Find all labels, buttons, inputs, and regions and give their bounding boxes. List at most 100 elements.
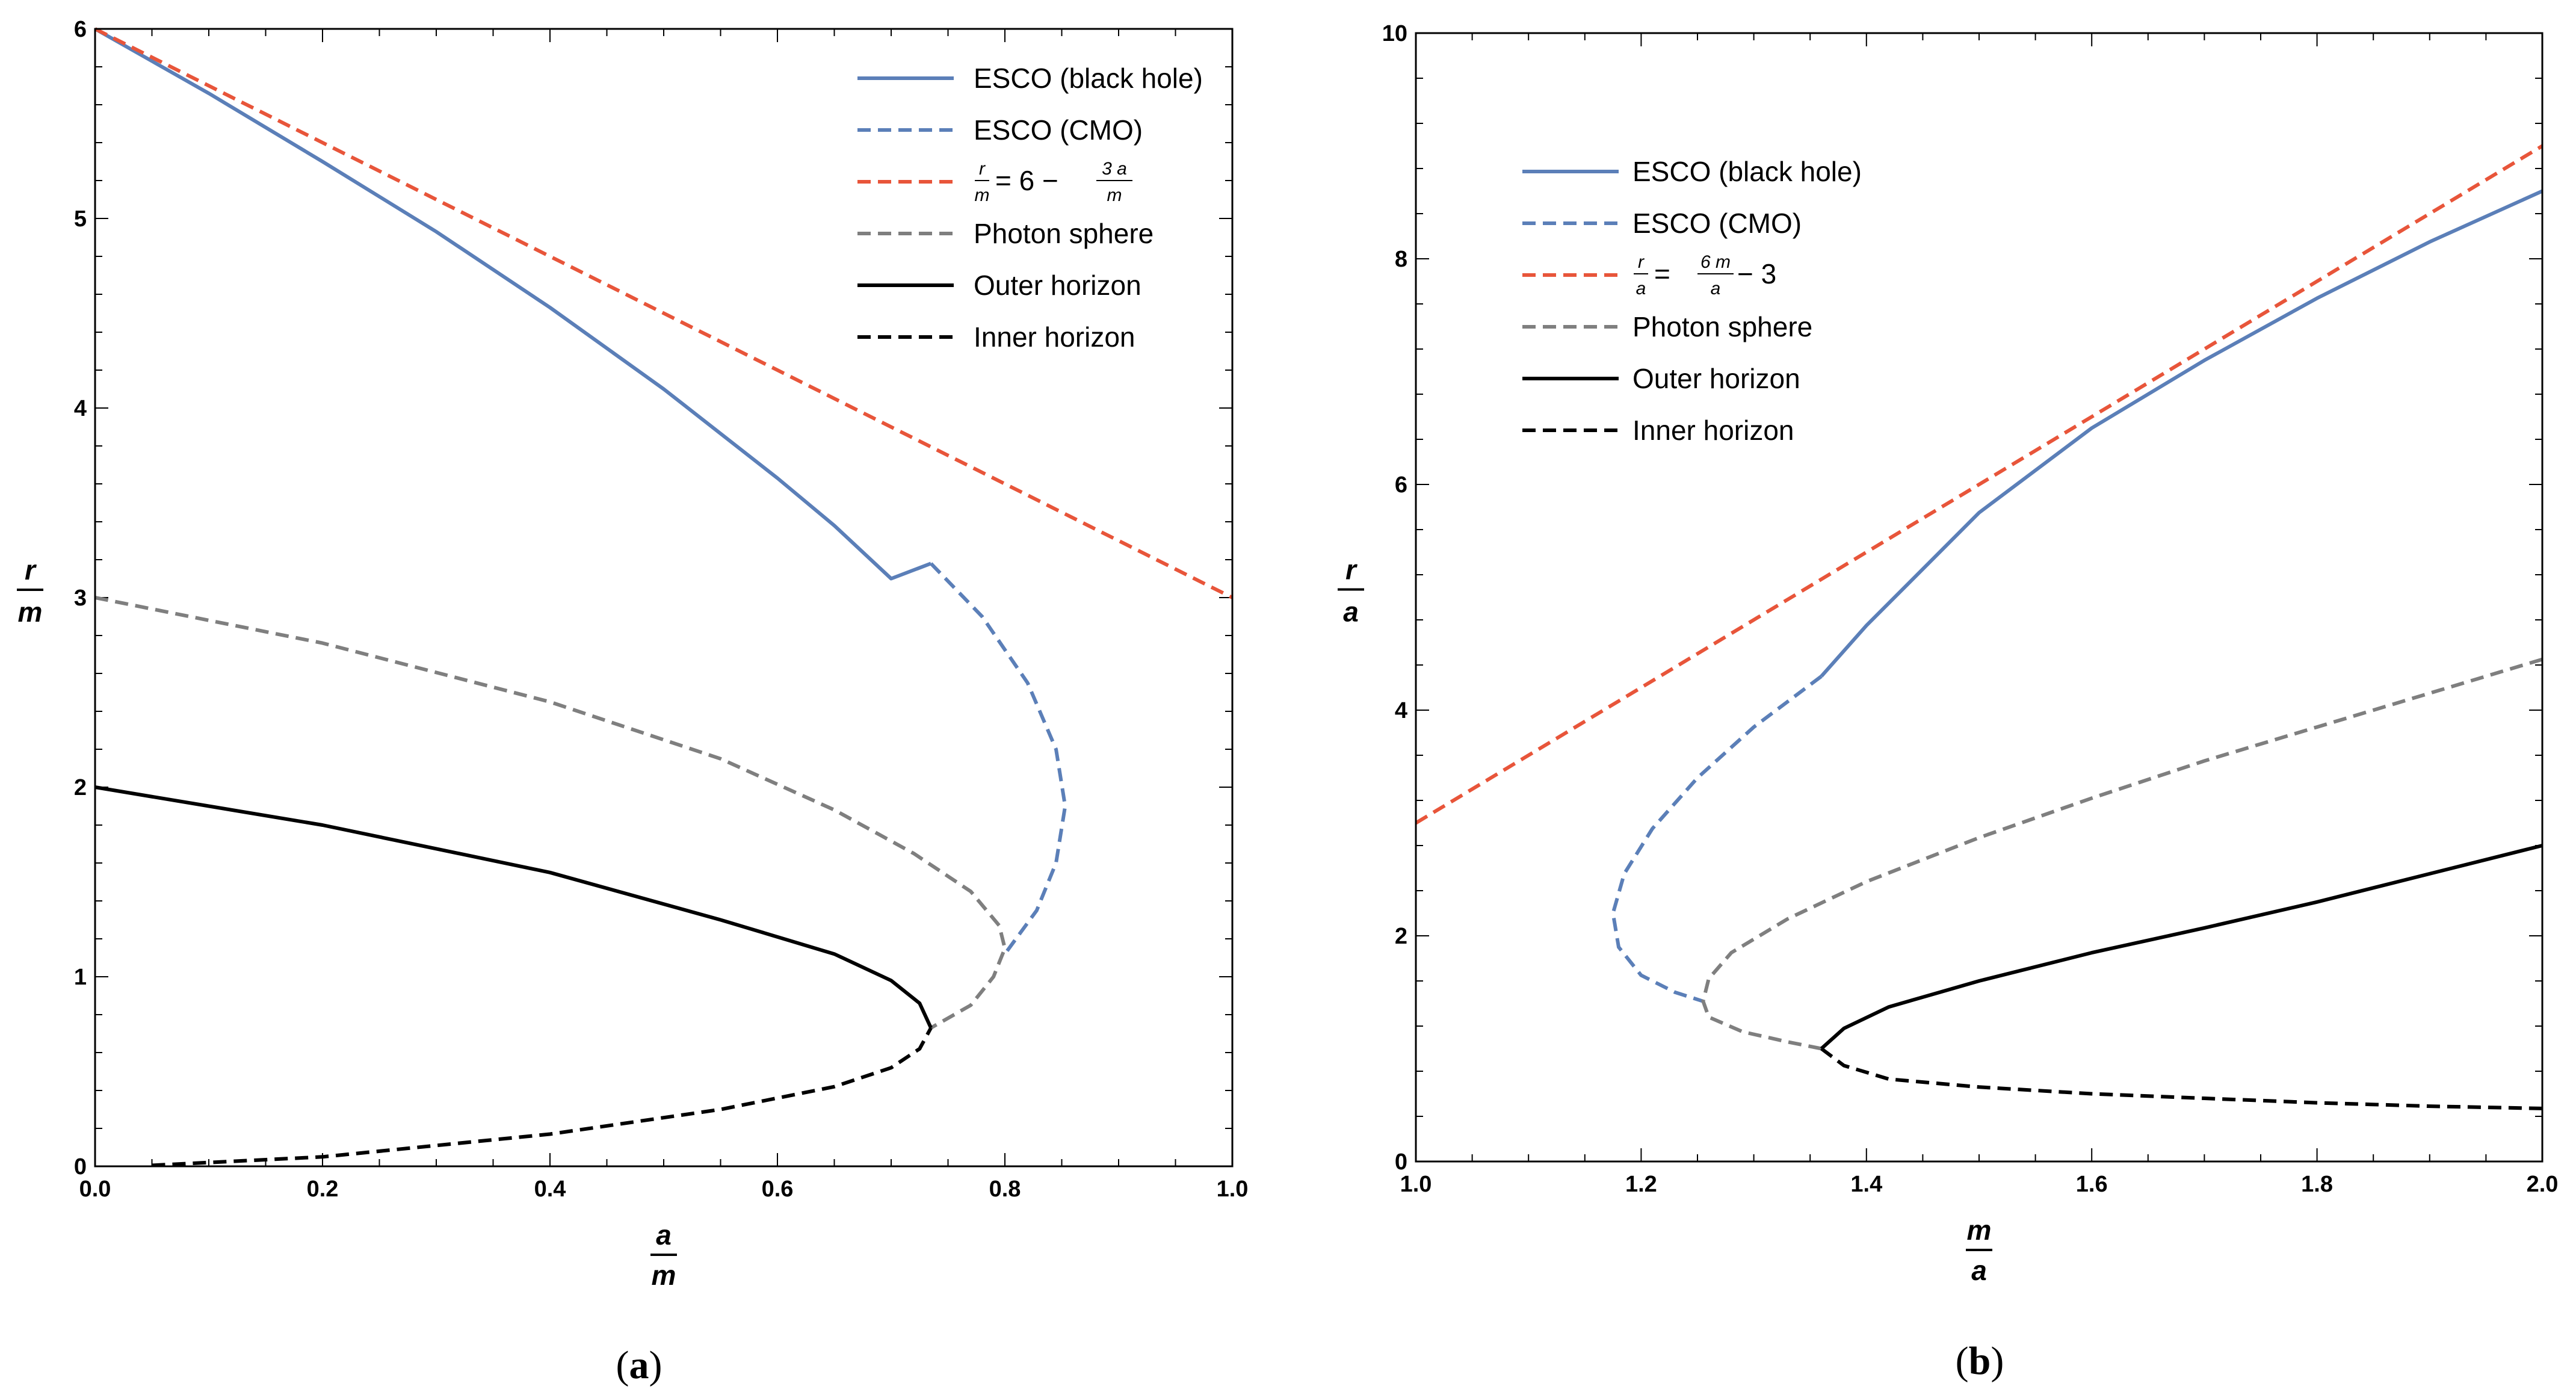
series-line-esco-cmo bbox=[929, 562, 1067, 955]
tick-marks bbox=[94, 28, 1233, 1167]
legend-entry: Inner horizon bbox=[857, 321, 1135, 353]
y-axis-label-numerator: r bbox=[1345, 554, 1357, 586]
y-tick-label: 0 bbox=[74, 1154, 87, 1180]
series-group bbox=[94, 27, 1234, 1168]
legend-label: ESCO (black hole) bbox=[1632, 156, 1862, 187]
y-tick-label: 3 bbox=[74, 586, 87, 611]
legend-label: Inner horizon bbox=[974, 321, 1135, 353]
legend-entry: ra = 6 ma − 3 bbox=[1522, 252, 1776, 298]
x-axis-label: am bbox=[650, 1219, 677, 1291]
legend-entry: ESCO (black hole) bbox=[857, 63, 1203, 94]
legend-label: Photon sphere bbox=[1632, 311, 1812, 342]
series-line-esco-cmo bbox=[1611, 675, 1823, 1003]
formula-middle: = 6 − bbox=[995, 165, 1058, 196]
legend-formula: rm = 6 − 3 am bbox=[975, 159, 1132, 205]
caption-open-paren: ( bbox=[616, 1343, 629, 1387]
legend-label: Inner horizon bbox=[1632, 415, 1794, 446]
y-axis-label: ra bbox=[1338, 554, 1364, 628]
legend-label: Outer horizon bbox=[1632, 363, 1800, 394]
x-tick-label: 0.6 bbox=[762, 1177, 794, 1202]
x-tick-label: 0.8 bbox=[989, 1177, 1021, 1202]
x-axis-label: ma bbox=[1966, 1214, 1992, 1286]
legend-entry: ESCO (CMO) bbox=[1522, 208, 1802, 239]
legend-label: Photon sphere bbox=[974, 218, 1154, 249]
formula-rhs-denominator: m bbox=[1107, 185, 1122, 205]
x-tick-label: 1.2 bbox=[1625, 1172, 1657, 1197]
series-line-photon-sphere bbox=[94, 596, 1007, 1030]
x-axis-label-numerator: a bbox=[656, 1219, 672, 1251]
legend-label: ESCO (black hole) bbox=[974, 63, 1203, 94]
series-line-photon-sphere bbox=[1701, 657, 2543, 1051]
y-tick-label: 1 bbox=[74, 965, 87, 990]
series-line-r-a-6m-a-3 bbox=[1415, 144, 2544, 825]
legend-entry: Photon sphere bbox=[857, 218, 1154, 249]
legend-entry: Inner horizon bbox=[1522, 415, 1794, 446]
y-axis-label: rm bbox=[17, 554, 43, 628]
x-axis-label-numerator: m bbox=[1967, 1214, 1992, 1246]
x-tick-label: 1.6 bbox=[2076, 1172, 2108, 1197]
legend-entry: Photon sphere bbox=[1522, 311, 1812, 342]
formula-rhs-numerator: 3 a bbox=[1102, 159, 1127, 179]
x-tick-label: 0.2 bbox=[307, 1177, 339, 1202]
y-tick-label: 10 bbox=[1382, 21, 1407, 46]
legend-entry: Outer horizon bbox=[857, 270, 1141, 301]
tick-marks bbox=[1415, 32, 2543, 1162]
formula-lhs-denominator: a bbox=[1636, 279, 1646, 298]
x-axis-label-denominator: a bbox=[1971, 1255, 1987, 1286]
legend-entry: rm = 6 − 3 am bbox=[857, 159, 1132, 205]
legend-label: ESCO (CMO) bbox=[1632, 208, 1802, 239]
series-line-inner-horizon bbox=[1820, 1047, 2543, 1110]
legend-entry: ESCO (CMO) bbox=[857, 114, 1143, 146]
y-tick-label: 4 bbox=[1395, 698, 1407, 723]
series-line-inner-horizon bbox=[152, 1027, 933, 1168]
y-tick-label: 2 bbox=[1395, 924, 1407, 949]
plot-frame bbox=[94, 28, 1234, 1168]
x-tick-label: 1.8 bbox=[2301, 1172, 2333, 1197]
series-line-esco-black-hole bbox=[94, 27, 932, 581]
panel-caption: (a) bbox=[616, 1343, 663, 1387]
panel-caption: (b) bbox=[1956, 1339, 2004, 1383]
y-tick-label: 8 bbox=[1395, 247, 1407, 272]
legend-formula: ra = 6 ma − 3 bbox=[1634, 252, 1776, 298]
y-tick-label: 4 bbox=[74, 396, 87, 421]
legend: ESCO (black hole)ESCO (CMO)rm = 6 − 3 am… bbox=[857, 63, 1203, 353]
plot-frame bbox=[1415, 32, 2544, 1163]
y-tick-label: 0 bbox=[1395, 1149, 1407, 1175]
formula-rhs-denominator: a bbox=[1711, 279, 1721, 298]
formula-rhs-numerator: 6 m bbox=[1700, 252, 1731, 272]
legend-entry: ESCO (black hole) bbox=[1522, 156, 1862, 187]
legend-label: ESCO (CMO) bbox=[974, 114, 1143, 146]
x-tick-label: 0.0 bbox=[79, 1177, 111, 1202]
x-tick-label: 2.0 bbox=[2527, 1172, 2559, 1197]
caption-close-paren: ) bbox=[1991, 1339, 2004, 1383]
x-tick-label: 1.0 bbox=[1400, 1172, 1432, 1197]
formula-tail: − 3 bbox=[1737, 258, 1776, 289]
x-tick-label: 0.4 bbox=[534, 1177, 566, 1202]
formula-lhs-denominator: m bbox=[975, 185, 990, 205]
caption-close-paren: ) bbox=[649, 1343, 663, 1387]
series-group bbox=[1415, 144, 2544, 1110]
y-axis-label-denominator: a bbox=[1343, 596, 1359, 628]
y-tick-label: 5 bbox=[74, 206, 87, 232]
legend-label: Outer horizon bbox=[974, 270, 1141, 301]
formula-lhs-numerator: r bbox=[1638, 252, 1645, 272]
y-tick-label: 2 bbox=[74, 775, 87, 800]
x-tick-label: 1.4 bbox=[1850, 1172, 1882, 1197]
legend-entry: Outer horizon bbox=[1522, 363, 1800, 394]
formula-lhs-numerator: r bbox=[979, 159, 986, 179]
y-axis-label-numerator: r bbox=[25, 554, 37, 586]
caption-open-paren: ( bbox=[1956, 1339, 1969, 1383]
y-tick-label: 6 bbox=[1395, 472, 1407, 498]
series-line-outer-horizon bbox=[1820, 844, 2543, 1050]
y-axis-label-denominator: m bbox=[18, 596, 43, 628]
x-axis-label-denominator: m bbox=[652, 1260, 676, 1291]
caption-letter: b bbox=[1969, 1339, 1991, 1383]
series-line-esco-black-hole bbox=[1820, 189, 2544, 678]
x-tick-label: 1.0 bbox=[1217, 1177, 1249, 1202]
series-line-r-m-6-3a-m bbox=[94, 27, 1234, 599]
legend: ESCO (black hole)ESCO (CMO)ra = 6 ma − 3… bbox=[1522, 156, 1862, 446]
y-tick-label: 6 bbox=[74, 17, 87, 42]
